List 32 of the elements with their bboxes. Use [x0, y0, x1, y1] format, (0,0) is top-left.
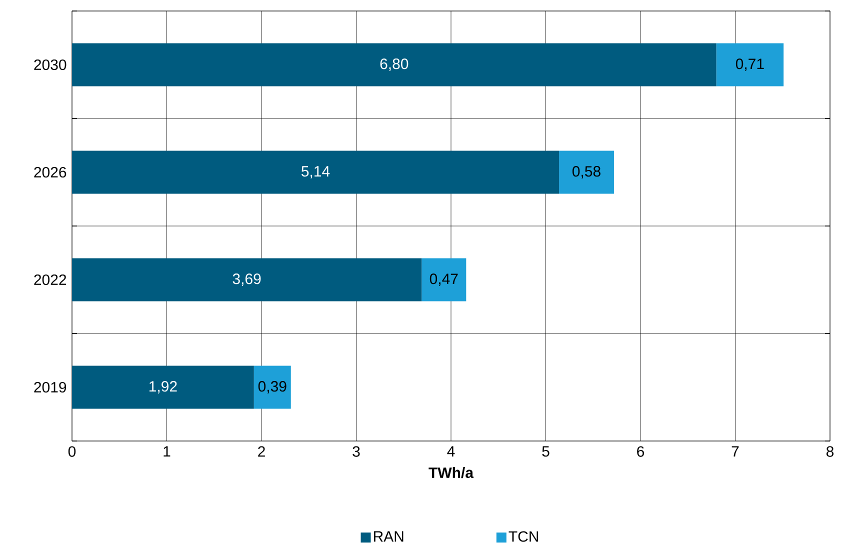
- x-tick-label: 0: [68, 446, 76, 457]
- bar: [72, 258, 422, 302]
- data-label: 6,80: [380, 58, 408, 71]
- y-tick-label: 2026: [34, 166, 66, 178]
- y-tick-label: 2019: [34, 382, 66, 393]
- x-tick-label: 8: [826, 446, 834, 457]
- x-tick-label: 2: [258, 446, 265, 457]
- x-tick-label: 7: [732, 446, 739, 457]
- bar: [559, 150, 614, 194]
- legend-label: TCN: [508, 531, 538, 542]
- legend-label: RAN: [374, 531, 404, 542]
- bar: [72, 43, 716, 86]
- data-label: 1,92: [150, 381, 177, 394]
- bar: [72, 150, 560, 194]
- x-tick-label: 5: [542, 446, 550, 457]
- bar: [254, 366, 291, 409]
- bar: [72, 366, 254, 409]
- y-tick-label: 2030: [34, 59, 66, 70]
- data-label: 5,14: [302, 166, 330, 178]
- x-tick-label: 6: [637, 446, 644, 457]
- data-label: 0,39: [258, 381, 286, 394]
- bar: [422, 258, 466, 302]
- data-label: 0,71: [736, 58, 764, 71]
- x-tick-label: 4: [447, 446, 455, 457]
- x-tick-label: 1: [164, 446, 170, 457]
- x-axis-title: TWh/a: [428, 467, 474, 478]
- bar: [716, 43, 784, 86]
- data-label: 0,47: [430, 274, 458, 286]
- y-tick-label: 2022: [34, 274, 66, 286]
- data-label: 3,69: [232, 274, 261, 286]
- x-tick-label: 3: [352, 446, 360, 457]
- data-label: 0,58: [572, 166, 600, 178]
